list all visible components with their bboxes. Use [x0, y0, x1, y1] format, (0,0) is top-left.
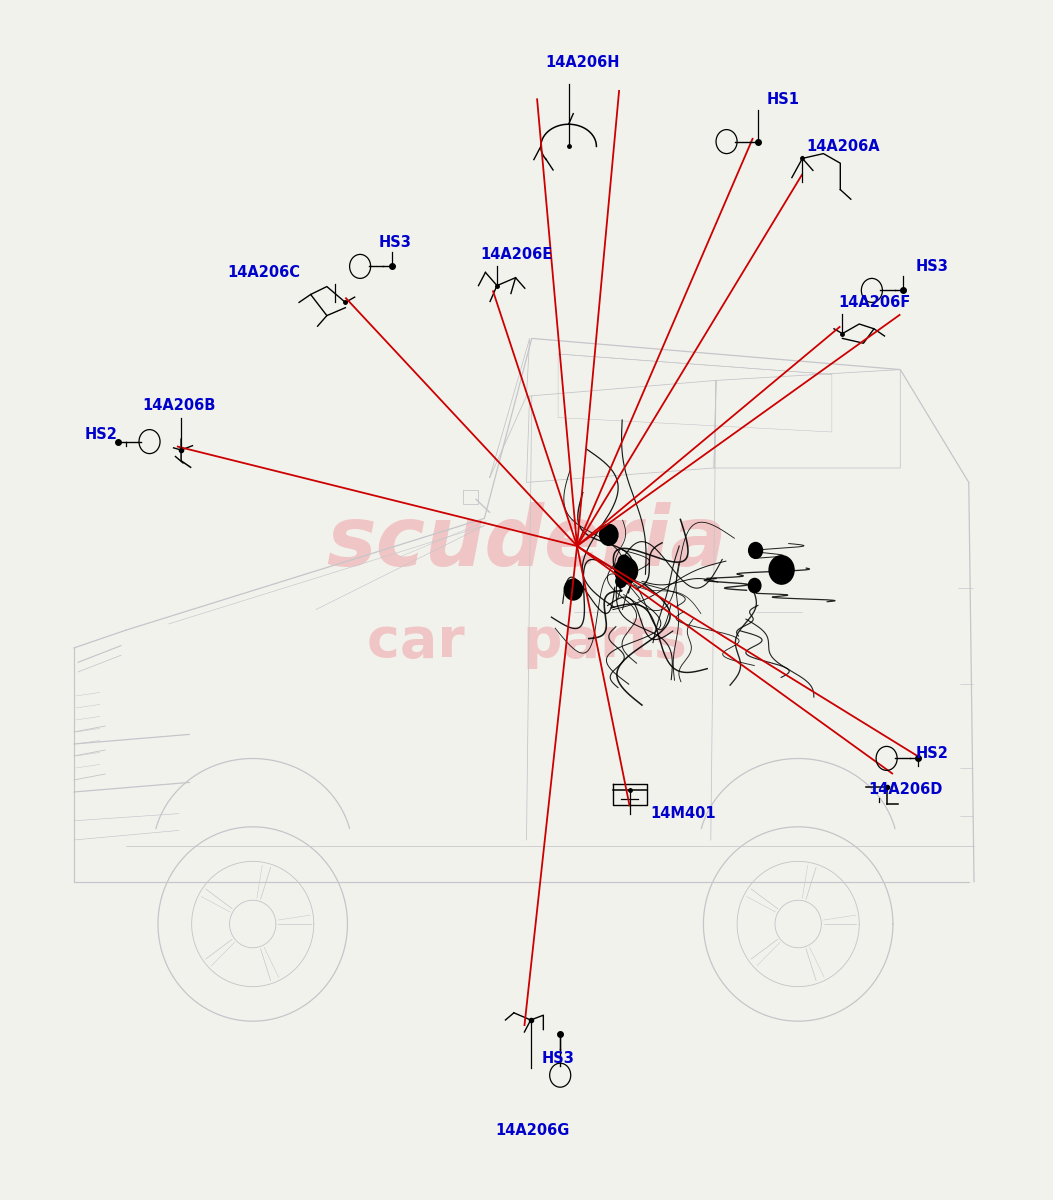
Text: 14M401: 14M401 [651, 806, 716, 821]
Text: 14A206B: 14A206B [142, 398, 216, 413]
Text: 14A206A: 14A206A [807, 139, 880, 154]
Text: 14A206D: 14A206D [869, 782, 943, 797]
Circle shape [599, 524, 618, 545]
Text: 14A206H: 14A206H [545, 55, 619, 70]
Circle shape [769, 556, 794, 584]
Text: scuderia: scuderia [326, 502, 727, 583]
Circle shape [616, 575, 627, 587]
Text: HS3: HS3 [541, 1051, 575, 1066]
Circle shape [749, 542, 762, 558]
Text: 14A206C: 14A206C [227, 265, 300, 280]
Text: car   parts: car parts [366, 614, 687, 670]
Circle shape [615, 558, 637, 583]
Text: HS3: HS3 [378, 235, 412, 250]
Circle shape [564, 580, 582, 600]
Text: 14A206G: 14A206G [496, 1123, 570, 1138]
Text: 14A206F: 14A206F [838, 295, 911, 310]
Text: HS2: HS2 [916, 746, 949, 761]
Text: HS2: HS2 [84, 427, 117, 442]
Circle shape [749, 578, 761, 593]
Text: HS1: HS1 [767, 92, 799, 107]
Text: 14A206E: 14A206E [480, 247, 552, 262]
Circle shape [618, 556, 630, 569]
Text: HS3: HS3 [916, 259, 949, 274]
